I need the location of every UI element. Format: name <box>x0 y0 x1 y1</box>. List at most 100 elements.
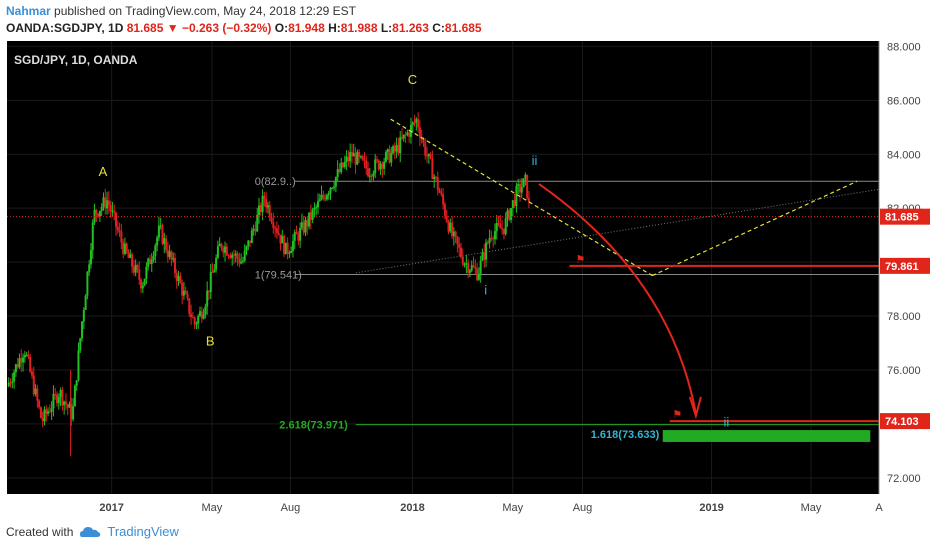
candle-body <box>129 254 132 258</box>
x-tick-label: May <box>801 502 822 514</box>
x-tick-label: 2019 <box>699 502 723 514</box>
publish-line: Nahmar published on TradingView.com, May… <box>6 4 356 18</box>
candle-body <box>518 184 521 193</box>
y-tick-label: 78.000 <box>887 311 921 323</box>
candle-body <box>57 397 60 404</box>
candle-body <box>313 207 316 210</box>
candle-body <box>86 271 89 296</box>
candle-body <box>349 152 352 162</box>
candle-body <box>54 393 57 395</box>
candle-body <box>113 210 116 213</box>
symbol-label: OANDA:SGDJPY, 1D <box>6 21 124 35</box>
x-tick-label: A <box>875 502 883 514</box>
fib-level-label: 0(82.9..) <box>255 176 296 188</box>
x-tick-label: May <box>202 502 223 514</box>
candle-body <box>418 127 421 138</box>
candle-body <box>63 401 66 406</box>
candle-body <box>136 265 139 270</box>
candle-body <box>188 298 191 314</box>
y-tick-label: 84.000 <box>887 149 921 161</box>
candle-body <box>195 323 198 325</box>
y-tick-label: 86.000 <box>887 95 921 107</box>
candle-body <box>43 409 46 422</box>
candle-body <box>401 137 404 139</box>
candle-body <box>166 250 169 257</box>
price-badge <box>880 257 930 274</box>
candle-body <box>508 210 511 220</box>
candle-body <box>388 149 391 163</box>
candle-body <box>309 212 312 220</box>
candle-body <box>304 220 307 233</box>
candle-body <box>168 251 171 257</box>
candle-body <box>109 205 112 212</box>
tradingview-brand-link[interactable]: TradingView <box>107 524 179 539</box>
symbol-line: OANDA:SGDJPY, 1D 81.685 ▼ −0.263 (−0.32%… <box>6 21 482 35</box>
projection-arrow <box>538 183 697 414</box>
candle-body <box>29 357 32 372</box>
candle-body <box>316 201 319 208</box>
price-chart[interactable]: 0(82.9..) 1(79.541) ⚑ ⚑ 2.618(73.971) 1.618(… <box>0 40 932 520</box>
candle-body <box>202 314 205 319</box>
candle-body <box>193 317 196 325</box>
candle-body <box>140 279 143 289</box>
candle-body <box>48 411 51 413</box>
candle-body <box>411 122 414 125</box>
candle-body <box>300 222 303 228</box>
candle-body <box>258 205 261 215</box>
candle-body <box>50 408 53 412</box>
candle-body <box>250 230 253 243</box>
candle-body <box>322 194 325 198</box>
candle-body <box>143 278 146 286</box>
x-tick-label: Aug <box>573 502 593 514</box>
candle-body <box>227 255 230 257</box>
candle-body <box>490 237 493 239</box>
support-line <box>355 188 880 274</box>
candle-body <box>268 205 271 218</box>
candle-body <box>122 242 125 254</box>
candle-body <box>424 142 427 156</box>
candle-body <box>497 223 500 225</box>
candle-body <box>234 253 237 256</box>
candle-body <box>476 268 479 280</box>
target-label: 1.618(73.633) <box>591 429 660 441</box>
candle-body <box>329 187 332 194</box>
price-badge <box>880 208 930 225</box>
candle-body <box>116 226 119 231</box>
author-link[interactable]: Nahmar <box>6 4 51 18</box>
candle-body <box>470 265 473 271</box>
candle-body <box>215 257 218 270</box>
candle-body <box>510 208 513 220</box>
candle-body <box>272 222 275 228</box>
open-value: 81.948 <box>288 21 325 35</box>
candle-body <box>266 205 269 208</box>
candle-body <box>333 186 336 188</box>
plot-area[interactable] <box>7 41 879 494</box>
candle-body <box>445 215 448 222</box>
candle-body <box>150 260 153 265</box>
candle-body <box>331 187 334 189</box>
candle-body <box>165 238 168 251</box>
candle-body <box>347 156 350 162</box>
candle-body <box>477 273 480 280</box>
candle-body <box>350 152 353 157</box>
candle-body <box>370 175 373 177</box>
candle-body <box>84 295 87 310</box>
price-badge-label: 79.861 <box>885 261 919 273</box>
candle-body <box>182 290 185 296</box>
candle-body <box>318 199 321 202</box>
candle-body <box>374 159 377 174</box>
candle-body <box>499 224 502 229</box>
flag-icon: ⚑ <box>576 254 586 266</box>
candle-body <box>395 144 398 152</box>
candle-body <box>481 252 484 261</box>
candle-body <box>368 175 371 177</box>
candle-body <box>7 382 10 387</box>
candle-body <box>66 404 69 408</box>
candle-body <box>384 152 387 162</box>
candle-body <box>238 258 241 264</box>
candle-body <box>231 254 234 258</box>
candle-body <box>356 151 359 165</box>
candle-body <box>363 159 366 161</box>
candle-body <box>141 285 144 289</box>
candle-body <box>61 390 64 406</box>
